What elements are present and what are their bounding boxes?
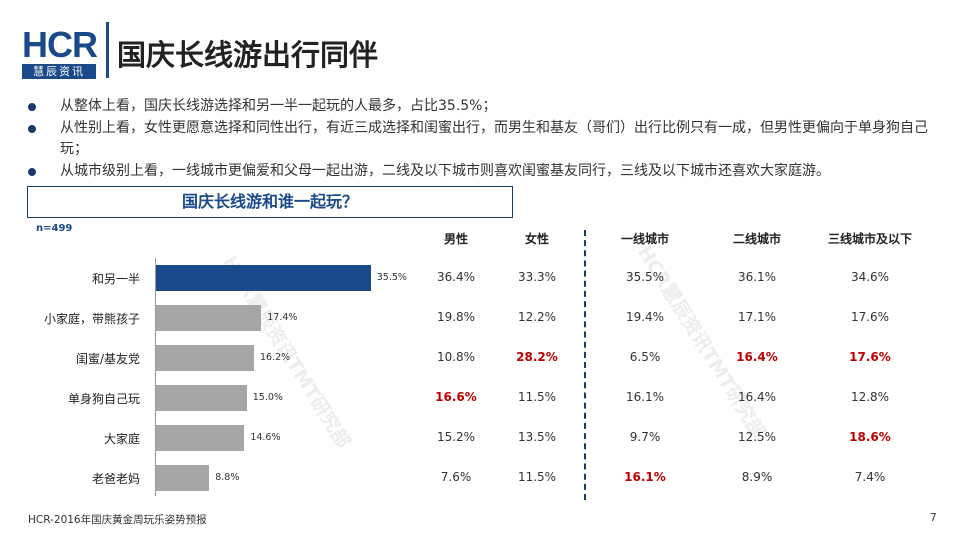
bullet-text: 从城市级别上看，一线城市更偏爱和父母一起出游，二线及以下城市则喜欢闺蜜基友同行，… (60, 163, 830, 179)
table-cell: 10.8% (436, 350, 476, 364)
bullet-item: 从整体上看，国庆长线游选择和另一半一起玩的人最多，占比35.5%； (28, 96, 948, 117)
chart-question-box: 国庆长线游和谁一起玩？ (27, 186, 513, 218)
category-label: 闺蜜/基友党 (75, 352, 140, 366)
table-cell: 35.5% (625, 270, 665, 284)
table-cell: 19.8% (436, 310, 476, 324)
bar (156, 385, 247, 411)
page-title: 国庆长线游出行同伴 (117, 38, 379, 72)
page-number: 7 (930, 512, 937, 524)
table-cell: 11.5% (517, 470, 557, 484)
summary-bullets: 从整体上看，国庆长线游选择和另一半一起玩的人最多，占比35.5%； 从性别上看，… (28, 96, 948, 183)
table-cell: 11.5% (517, 390, 557, 404)
bar-value-label: 35.5% (376, 272, 407, 283)
table-cell: 12.8% (850, 390, 890, 404)
bar-value-label: 14.6% (250, 432, 281, 443)
title-divider (106, 22, 109, 78)
table-cell: 36.4% (436, 270, 476, 284)
table-cell: 8.9% (741, 470, 773, 484)
table-cell: 18.6% (849, 430, 891, 444)
bar (156, 465, 210, 491)
table-cell: 28.2% (516, 350, 558, 364)
bullet-item: 从城市级别上看，一线城市更偏爱和父母一起出游，二线及以下城市则喜欢闺蜜基友同行，… (28, 161, 948, 182)
bar-value-label: 16.2% (260, 352, 291, 363)
table-cell: 16.1% (625, 390, 665, 404)
table-cell: 16.1% (624, 470, 666, 484)
bullet-text: 从性别上看，女性更愿意选择和同性出行，有近三成选择和闺蜜出行，而男生和基友（哥们… (60, 120, 928, 157)
bullet-dot-icon (28, 168, 36, 176)
category-label: 小家庭，带熊孩子 (43, 312, 140, 326)
table-cell: 12.2% (517, 310, 557, 324)
column-header: 女性 (524, 232, 549, 246)
column-header: 男性 (443, 232, 468, 246)
logo-letters: HCR (22, 24, 98, 65)
table-cell: 7.4% (854, 470, 886, 484)
table-cell: 7.6% (440, 470, 472, 484)
table-cell: 16.6% (435, 390, 477, 404)
bar-value-label: 8.8% (215, 472, 240, 483)
table-cell: 33.3% (517, 270, 557, 284)
table-cell: 12.5% (737, 430, 777, 444)
column-header: 一线城市 (620, 232, 669, 246)
table-cell: 9.7% (629, 430, 661, 444)
bar (156, 265, 371, 291)
bullet-text: 从整体上看，国庆长线游选择和另一半一起玩的人最多，占比35.5%； (60, 98, 497, 114)
category-label: 大家庭 (103, 432, 140, 446)
bar (156, 425, 245, 451)
sample-size-label: n=499 (36, 223, 73, 234)
table-cell: 17.1% (737, 310, 777, 324)
bar-value-label: 15.0% (252, 392, 283, 403)
table-cell: 36.1% (737, 270, 777, 284)
bullet-item: 从性别上看，女性更愿意选择和同性出行，有近三成选择和闺蜜出行，而男生和基友（哥们… (28, 118, 948, 160)
bar-axis-line (155, 258, 156, 496)
category-label: 老爸老妈 (91, 472, 140, 486)
category-label: 单身狗自己玩 (67, 392, 140, 406)
table-cell: 15.2% (436, 430, 476, 444)
footer-text: HCR-2016年国庆黄金周玩乐姿势预报 (28, 514, 207, 526)
bar (156, 305, 262, 331)
table-cell: 16.4% (736, 350, 778, 364)
bar (156, 345, 254, 371)
table-cell: 34.6% (850, 270, 890, 284)
table-cell: 16.4% (737, 390, 777, 404)
bullet-dot-icon (28, 125, 36, 133)
column-header: 三线城市及以下 (827, 232, 912, 246)
table-cell: 19.4% (625, 310, 665, 324)
gender-city-separator (584, 230, 586, 500)
table-cell: 17.6% (850, 310, 890, 324)
bar-value-label: 17.4% (267, 312, 298, 323)
hcr-logo: HCR 慧辰资讯 (22, 24, 100, 79)
table-cell: 17.6% (849, 350, 891, 364)
logo-subtitle: 慧辰资讯 (22, 64, 96, 79)
table-cell: 6.5% (629, 350, 661, 364)
bullet-dot-icon (28, 103, 36, 111)
column-header: 二线城市 (732, 232, 781, 246)
category-label: 和另一半 (91, 272, 140, 286)
table-cell: 13.5% (517, 430, 557, 444)
